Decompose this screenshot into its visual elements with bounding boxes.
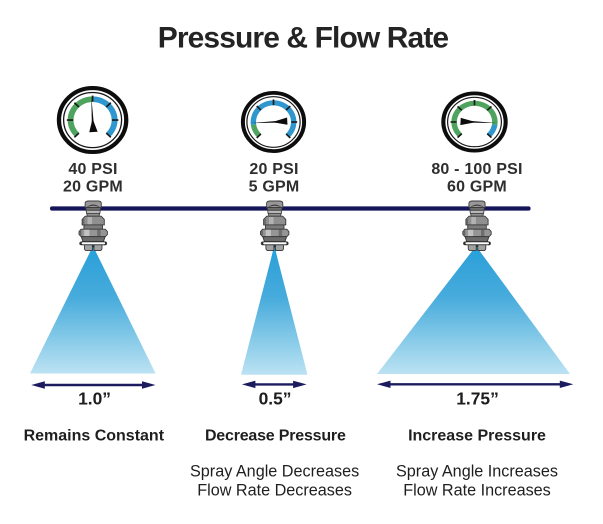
- svg-text:Flow Rate Decreases: Flow Rate Decreases: [197, 481, 352, 499]
- svg-text:1.75”: 1.75”: [456, 389, 499, 409]
- svg-text:60 GPM: 60 GPM: [447, 179, 507, 196]
- svg-text:Spray Angle Decreases: Spray Angle Decreases: [190, 463, 359, 481]
- svg-text:Pressure & Flow Rate: Pressure & Flow Rate: [158, 22, 449, 55]
- svg-text:40 PSI: 40 PSI: [68, 161, 117, 178]
- svg-text:Remains Constant: Remains Constant: [24, 428, 165, 445]
- svg-text:1.0”: 1.0”: [78, 389, 111, 409]
- svg-text:20 PSI: 20 PSI: [249, 161, 298, 178]
- svg-text:Decrease Pressure: Decrease Pressure: [205, 428, 346, 445]
- svg-text:Flow Rate Increases: Flow Rate Increases: [403, 481, 551, 499]
- svg-text:5 GPM: 5 GPM: [249, 179, 300, 196]
- svg-text:80 - 100 PSI: 80 - 100 PSI: [431, 161, 522, 178]
- svg-text:Increase Pressure: Increase Pressure: [408, 428, 546, 445]
- svg-text:Spray Angle Increases: Spray Angle Increases: [396, 463, 558, 481]
- svg-text:20 GPM: 20 GPM: [63, 179, 123, 196]
- svg-text:0.5”: 0.5”: [259, 389, 292, 409]
